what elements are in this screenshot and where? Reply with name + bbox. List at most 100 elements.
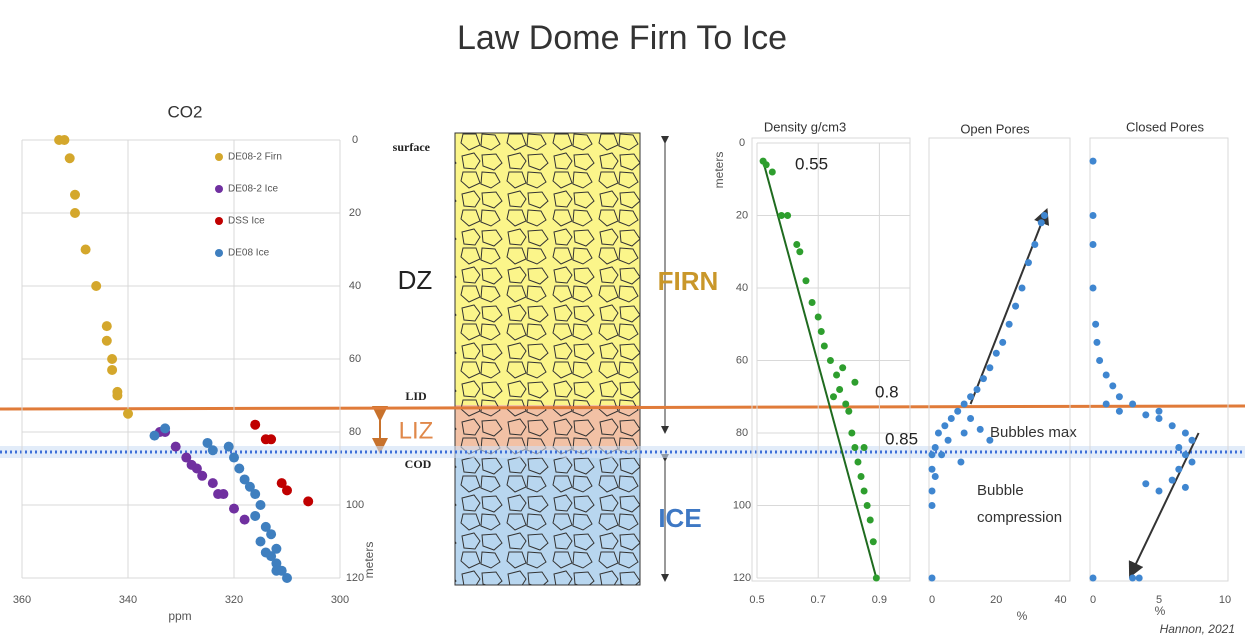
point	[229, 453, 239, 463]
surface-label: surface	[393, 140, 431, 154]
point	[809, 299, 816, 306]
point	[851, 444, 858, 451]
point	[861, 488, 868, 495]
y-tick-label: 40	[736, 282, 748, 294]
y-tick-label: 80	[349, 426, 361, 438]
y-tick-label: 0	[739, 137, 745, 149]
point	[229, 504, 239, 514]
point	[266, 434, 276, 444]
point	[1156, 488, 1163, 495]
y-tick-label: 20	[736, 209, 748, 221]
point	[854, 459, 861, 466]
point	[763, 161, 770, 168]
point	[986, 437, 993, 444]
point	[858, 473, 865, 480]
point	[102, 336, 112, 346]
ice-label: ICE	[658, 503, 701, 533]
point	[929, 451, 936, 458]
x-axis-label: %	[1155, 604, 1166, 618]
point	[102, 321, 112, 331]
point	[70, 208, 80, 218]
point	[234, 464, 244, 474]
point	[1142, 411, 1149, 418]
point	[65, 153, 75, 163]
point	[784, 212, 791, 219]
legend-marker	[215, 217, 223, 225]
cod-label: COD	[405, 457, 432, 471]
point	[150, 431, 160, 441]
point	[1169, 477, 1176, 484]
point	[929, 575, 936, 582]
point	[171, 442, 181, 452]
point	[941, 422, 948, 429]
point	[778, 212, 785, 219]
point	[1019, 285, 1026, 292]
point	[1092, 321, 1099, 328]
point	[929, 502, 936, 509]
point	[208, 478, 218, 488]
panel-title: Open Pores	[960, 121, 1030, 136]
point	[957, 459, 964, 466]
point	[1090, 158, 1097, 165]
point	[830, 393, 837, 400]
point	[1189, 437, 1196, 444]
point	[1038, 219, 1045, 226]
y-tick-label: 20	[349, 207, 361, 219]
point	[256, 500, 266, 510]
point	[873, 575, 880, 582]
point	[1156, 408, 1163, 415]
point	[1041, 212, 1048, 219]
point	[961, 430, 968, 437]
x-tick-label: 0	[929, 594, 935, 606]
x-tick-label: 0.5	[749, 594, 764, 606]
point	[851, 379, 858, 386]
point	[256, 537, 266, 547]
firn-label: FIRN	[658, 266, 719, 296]
point	[986, 364, 993, 371]
point	[945, 437, 952, 444]
point	[821, 343, 828, 350]
point	[112, 391, 122, 401]
point	[836, 386, 843, 393]
point	[793, 241, 800, 248]
legend-marker	[215, 249, 223, 257]
point	[1182, 430, 1189, 437]
point	[870, 538, 877, 545]
point	[833, 372, 840, 379]
point	[929, 466, 936, 473]
point	[818, 328, 825, 335]
point	[91, 281, 101, 291]
point	[929, 488, 936, 495]
point	[1136, 575, 1143, 582]
point	[1175, 466, 1182, 473]
point	[974, 386, 981, 393]
point	[1109, 382, 1116, 389]
point	[1116, 393, 1123, 400]
point	[107, 354, 117, 364]
compression-note: Bubble	[977, 482, 1024, 499]
point	[948, 415, 955, 422]
point	[266, 529, 276, 539]
point	[1116, 408, 1123, 415]
point	[1129, 401, 1136, 408]
panel-title: CO2	[168, 102, 203, 121]
point	[1103, 372, 1110, 379]
point	[224, 442, 234, 452]
point	[1031, 241, 1038, 248]
point	[261, 547, 271, 557]
annotation: 0.8	[875, 382, 899, 401]
point	[218, 489, 228, 499]
point	[1090, 241, 1097, 248]
x-axis-label: %	[1017, 609, 1028, 623]
point	[277, 566, 287, 576]
x-tick-label: 0	[1090, 594, 1096, 606]
point	[197, 471, 207, 481]
point	[932, 473, 939, 480]
point	[954, 408, 961, 415]
point	[1182, 451, 1189, 458]
point	[70, 190, 80, 200]
point	[250, 420, 260, 430]
point	[796, 248, 803, 255]
point	[1090, 212, 1097, 219]
point	[1169, 422, 1176, 429]
